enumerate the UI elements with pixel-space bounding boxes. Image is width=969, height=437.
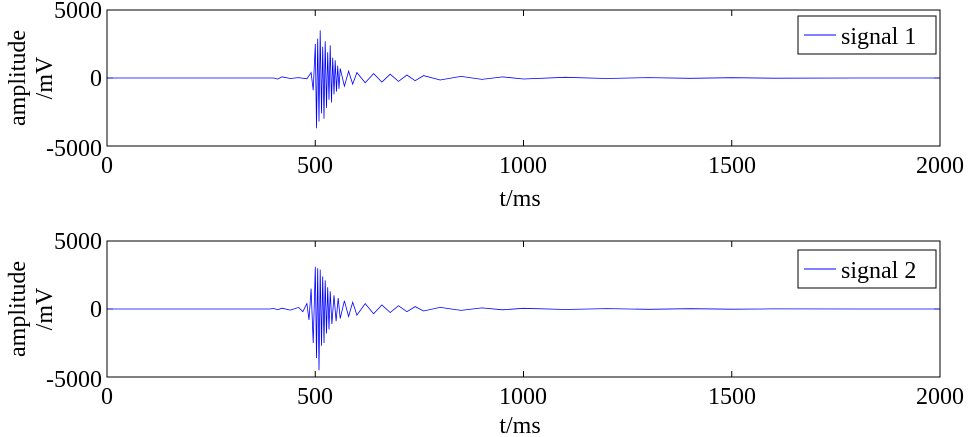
x-axis-label-1: t/ms <box>499 186 540 212</box>
y-tick-label-5000-2: 5000 <box>54 229 102 255</box>
x-tick-label-500-2: 500 <box>297 384 333 410</box>
y-tick-label-5000-1: 5000 <box>54 0 102 24</box>
y-axis-label-line1-2: amplitude <box>5 261 31 357</box>
subplot-signal-1: signal 1 5000 0 -5000 0 500 1000 1500 20… <box>5 0 964 212</box>
legend-2: signal 2 <box>797 249 937 289</box>
x-tick-label-2000-2: 2000 <box>916 384 964 410</box>
x-axis-label-2: t/ms <box>499 413 540 437</box>
series-line-signal-2 <box>107 266 940 371</box>
y-axis-label-line2-1: /mV <box>32 56 58 99</box>
x-tick-label-1500-1: 1500 <box>708 153 756 179</box>
x-tick-label-2000-1: 2000 <box>916 153 964 179</box>
x-tick-label-500-1: 500 <box>297 153 333 179</box>
y-tick-label-0-2: 0 <box>90 297 102 323</box>
x-tick-label-1500-2: 1500 <box>708 384 756 410</box>
y-tick-label-neg5000-1: -5000 <box>46 136 102 162</box>
x-tick-label-1000-1: 1000 <box>499 153 547 179</box>
legend-1: signal 1 <box>797 15 937 55</box>
y-tick-label-neg5000-2: -5000 <box>46 367 102 393</box>
subplot-signal-2: signal 2 5000 0 -5000 0 500 1000 1500 20… <box>5 229 964 437</box>
legend-label-1: signal 1 <box>841 24 916 50</box>
y-tick-label-0-1: 0 <box>90 66 102 92</box>
y-axis-label-line1-1: amplitude <box>5 30 31 126</box>
series-line-signal-1 <box>107 30 940 129</box>
legend-label-2: signal 2 <box>841 258 916 284</box>
x-tick-label-0-1: 0 <box>101 153 113 179</box>
x-tick-label-1000-2: 1000 <box>499 384 547 410</box>
x-tick-label-0-2: 0 <box>101 384 113 410</box>
y-axis-label-line2-2: /mV <box>32 287 58 330</box>
